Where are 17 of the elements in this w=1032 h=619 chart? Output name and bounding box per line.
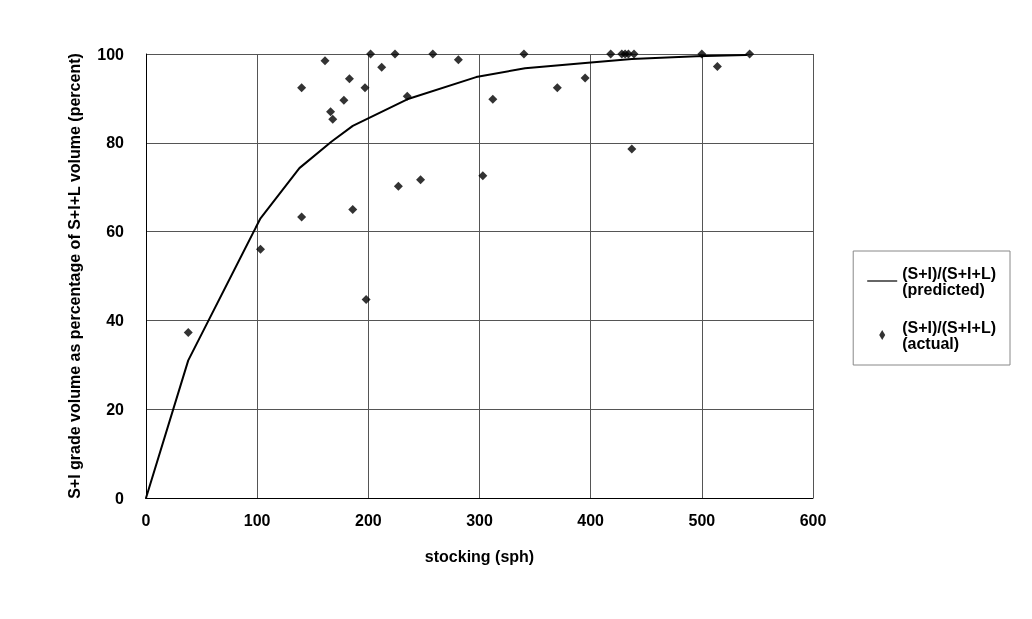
- x-tick-label: 0: [141, 511, 151, 529]
- legend-label: (S+I)/(S+I+L) (predicted): [902, 264, 996, 298]
- y-axis-title: S+I grade volume as percentage of S+I+L volume (percent): [65, 53, 83, 499]
- y-tick-label: 100: [97, 45, 125, 63]
- y-tick-label: 20: [106, 400, 125, 418]
- x-tick-label: 300: [466, 511, 493, 529]
- x-axis-title: stocking (sph): [424, 547, 535, 565]
- x-tick-label: 600: [799, 511, 827, 529]
- x-tick-label: 400: [577, 511, 605, 529]
- y-tick-label: 40: [106, 311, 125, 329]
- x-tick-label: 500: [688, 511, 716, 529]
- x-tick-label: 100: [243, 511, 271, 529]
- legend-label: (S+I)/(S+I+L) (actual): [902, 318, 996, 352]
- y-tick-label: 80: [106, 134, 125, 152]
- y-tick-label: 60: [106, 223, 125, 241]
- x-tick-label: 200: [354, 511, 382, 529]
- y-tick-label: 0: [115, 489, 125, 507]
